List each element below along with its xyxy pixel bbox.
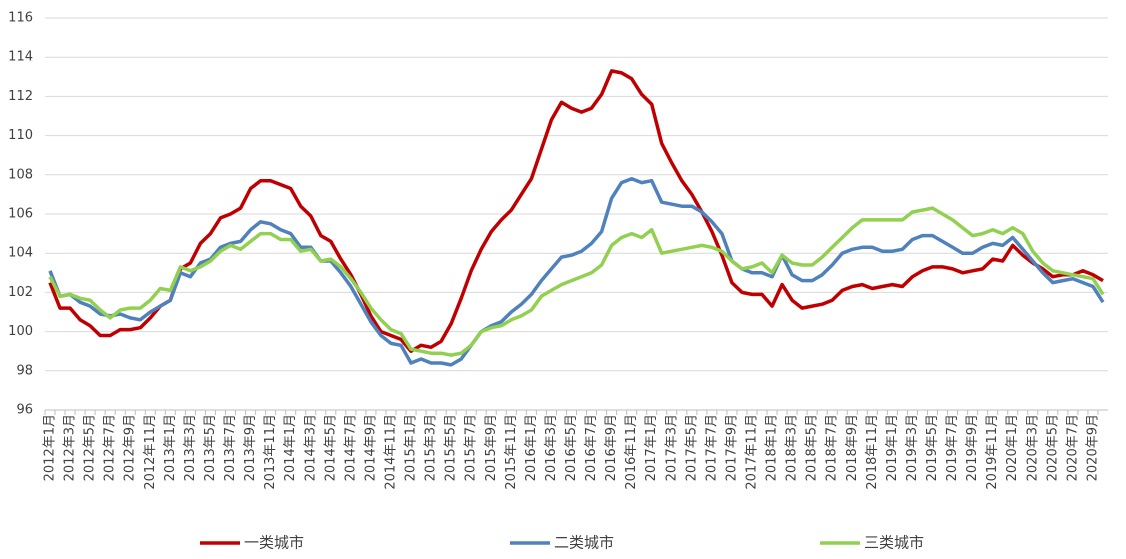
x-tick-label: 2016年7月 — [584, 414, 599, 481]
x-tick-label: 2014年5月 — [323, 414, 338, 481]
series-line — [48, 206, 1105, 357]
x-tick-label: 2015年9月 — [484, 414, 499, 481]
series-line — [48, 69, 1104, 353]
x-tick-label: 2020年3月 — [1025, 414, 1040, 481]
x-tick-label: 2015年5月 — [444, 414, 459, 481]
y-tick-label: 112 — [8, 89, 33, 104]
x-tick-label: 2017年9月 — [724, 414, 739, 481]
x-tick-label: 2014年9月 — [363, 414, 378, 481]
x-tick-label: 2018年1月 — [765, 414, 780, 481]
x-tick-label: 2019年11月 — [985, 414, 1000, 490]
series-line — [48, 176, 1105, 367]
x-tick-label: 2017年11月 — [744, 414, 759, 490]
x-tick-label: 2015年7月 — [464, 414, 479, 481]
x-tick-label: 2018年7月 — [825, 414, 840, 481]
x-tick-label: 2020年9月 — [1085, 414, 1100, 481]
legend-label: 三类城市 — [864, 534, 924, 552]
x-tick-label: 2012年7月 — [103, 414, 118, 481]
x-tick-label: 2019年7月 — [945, 414, 960, 481]
y-tick-label: 108 — [8, 167, 33, 182]
x-tick-label: 2013年9月 — [243, 414, 258, 481]
x-tick-label: 2020年1月 — [1005, 414, 1020, 481]
x-tick-label: 2015年1月 — [404, 414, 419, 481]
legend-label: 一类城市 — [244, 534, 304, 552]
x-tick-label: 2016年9月 — [604, 414, 619, 481]
x-tick-label: 2014年1月 — [283, 414, 298, 481]
x-tick-label: 2013年1月 — [163, 414, 178, 481]
x-tick-label: 2013年5月 — [203, 414, 218, 481]
x-tick-label: 2017年5月 — [684, 414, 699, 481]
x-tick-label: 2019年1月 — [885, 414, 900, 481]
x-tick-label: 2012年5月 — [83, 414, 98, 481]
x-tick-label: 2012年11月 — [143, 414, 158, 490]
y-tick-label: 102 — [8, 285, 33, 300]
x-tick-label: 2013年3月 — [183, 414, 198, 481]
x-tick-label: 2015年11月 — [504, 414, 519, 490]
y-tick-label: 104 — [8, 246, 33, 261]
x-tick-label: 2012年1月 — [43, 414, 58, 481]
y-tick-label: 110 — [8, 128, 33, 143]
x-tick-label: 2013年11月 — [263, 414, 278, 490]
y-tick-label: 98 — [16, 363, 33, 378]
x-tick-label: 2020年7月 — [1065, 414, 1080, 481]
x-tick-label: 2018年3月 — [785, 414, 800, 481]
y-tick-label: 100 — [8, 324, 33, 339]
x-tick-label: 2016年3月 — [544, 414, 559, 481]
x-tick-label: 2018年5月 — [805, 414, 820, 481]
x-tick-label: 2014年11月 — [383, 414, 398, 490]
x-tick-label: 2014年7月 — [343, 414, 358, 481]
x-tick-label: 2012年9月 — [123, 414, 138, 481]
x-tick-label: 2018年11月 — [865, 414, 880, 490]
x-tick-label: 2019年5月 — [925, 414, 940, 481]
x-tick-label: 2016年5月 — [564, 414, 579, 481]
x-tick-label: 2012年3月 — [63, 414, 78, 481]
x-tick-label: 2020年5月 — [1045, 414, 1060, 481]
x-tick-label: 2017年7月 — [704, 414, 719, 481]
y-tick-label: 106 — [8, 207, 33, 222]
y-tick-label: 96 — [16, 403, 33, 418]
y-tick-label: 114 — [8, 50, 33, 65]
x-tick-label: 2019年3月 — [905, 414, 920, 481]
x-tick-label: 2017年3月 — [664, 414, 679, 481]
legend-label: 二类城市 — [554, 534, 614, 552]
x-tick-label: 2018年9月 — [845, 414, 860, 481]
x-tick-label: 2014年3月 — [303, 414, 318, 481]
x-tick-label: 2013年7月 — [223, 414, 238, 481]
x-tick-label: 2015年3月 — [424, 414, 439, 481]
x-tick-label: 2017年1月 — [644, 414, 659, 481]
x-tick-label: 2016年11月 — [624, 414, 639, 490]
x-tick-label: 2016年1月 — [524, 414, 539, 481]
y-tick-label: 116 — [8, 11, 33, 26]
x-tick-label: 2019年9月 — [965, 414, 980, 481]
